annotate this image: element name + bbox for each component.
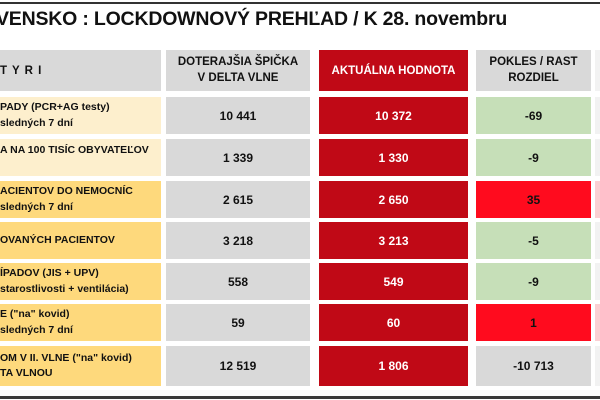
header-diff-line1: POKLES / RAST (489, 55, 578, 68)
edge-stub (595, 97, 600, 134)
current-value: 2 650 (319, 181, 468, 218)
header-label-column: T Y R I (0, 50, 161, 91)
row-label-line1: PADY (PCR+AG testy) (0, 101, 110, 114)
top-rule (0, 2, 600, 4)
current-value: 549 (319, 263, 468, 300)
peak-value: 10 441 (166, 97, 310, 134)
header-current-text: AKTUÁLNA HODNOTA (331, 64, 456, 77)
peak-value: 12 519 (166, 346, 310, 386)
current-value: 60 (319, 304, 468, 341)
row-label-line1: A NA 100 TISÍC OBYVATEĽOV (0, 144, 149, 156)
peak-value: 2 615 (166, 181, 310, 218)
header-label-text: T Y R I (0, 64, 43, 77)
row-label-line1: OVANÝCH PACIENTOV (0, 233, 115, 246)
row-label-line1: ÍPADOV (JIS + UPV) (0, 267, 99, 280)
row-label-line2: sledných 7 dní (0, 116, 73, 129)
bottom-rule (0, 396, 600, 399)
header-diff-line2: ROZDIEL (508, 71, 559, 84)
edge-stub (595, 222, 600, 259)
current-value: 1 806 (319, 346, 468, 386)
row-label-line1: ACIENTOV DO NEMOCNÍC (0, 185, 133, 198)
diff-value: -10 713 (476, 346, 591, 386)
edge-stub (595, 346, 600, 386)
row-label-line2: starostlivosti + ventilácia) (0, 282, 129, 295)
page-title: VENSKO : LOCKDOWNOVÝ PREHĽAD / K 28. nov… (0, 8, 508, 30)
header-peak-line2: V DELTA VLNE (197, 71, 279, 84)
header-peak-column: DOTERAJŠIA ŠPIČKA V DELTA VLNE (166, 50, 310, 91)
row-label: PADY (PCR+AG testy) sledných 7 dní (0, 97, 161, 134)
edge-stub (595, 50, 600, 91)
header-diff-column: POKLES / RAST ROZDIEL (476, 50, 591, 91)
peak-value: 59 (166, 304, 310, 341)
current-value: 1 330 (319, 139, 468, 176)
row-label-line2: TA VLNOU (0, 367, 53, 379)
header-current-column: AKTUÁLNA HODNOTA (319, 50, 468, 91)
row-label: OM V II. VLNE ("na" kovid) TA VLNOU (0, 346, 161, 386)
edge-stub (595, 181, 600, 218)
diff-value: -5 (476, 222, 591, 259)
row-label-line2: sledných 7 dní (0, 323, 73, 336)
row-label-line1: OM V II. VLNE ("na" kovid) (0, 351, 132, 364)
current-value: 10 372 (319, 97, 468, 134)
diff-value: -9 (476, 263, 591, 300)
header-peak-line1: DOTERAJŠIA ŠPIČKA (177, 55, 299, 68)
edge-stub (595, 304, 600, 341)
row-label: A NA 100 TISÍC OBYVATEĽOV (0, 139, 161, 176)
diff-value: 1 (476, 304, 591, 341)
row-label: ACIENTOV DO NEMOCNÍC sledných 7 dní (0, 181, 161, 218)
current-value: 3 213 (319, 222, 468, 259)
diff-value: -69 (476, 97, 591, 134)
row-label-line1: E ("na" kovid) (0, 308, 70, 321)
edge-stub (595, 263, 600, 300)
row-label-line2: sledných 7 dní (0, 200, 73, 213)
peak-value: 3 218 (166, 222, 310, 259)
row-label: ÍPADOV (JIS + UPV) starostlivosti + vent… (0, 263, 161, 300)
diff-value: 35 (476, 181, 591, 218)
peak-value: 558 (166, 263, 310, 300)
diff-value: -9 (476, 139, 591, 176)
row-label: E ("na" kovid) sledných 7 dní (0, 304, 161, 341)
row-label: OVANÝCH PACIENTOV (0, 222, 161, 259)
edge-stub (595, 139, 600, 176)
peak-value: 1 339 (166, 139, 310, 176)
